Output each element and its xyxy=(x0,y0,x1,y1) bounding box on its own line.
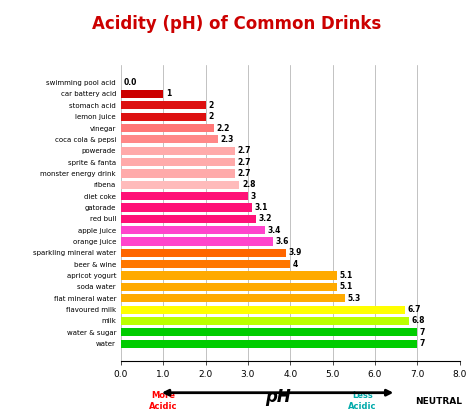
Bar xyxy=(121,317,409,325)
Text: 5.3: 5.3 xyxy=(348,294,361,303)
Text: 3.1: 3.1 xyxy=(255,203,268,212)
Text: 5.1: 5.1 xyxy=(339,271,353,280)
Text: pH: pH xyxy=(265,388,291,406)
Text: 3.6: 3.6 xyxy=(276,237,289,246)
Text: Acidity (pH) of Common Drinks: Acidity (pH) of Common Drinks xyxy=(92,15,382,33)
Bar xyxy=(121,226,265,234)
Text: 2.7: 2.7 xyxy=(238,158,251,167)
Bar xyxy=(121,181,239,189)
Bar xyxy=(121,260,290,268)
Text: 6.7: 6.7 xyxy=(407,305,421,314)
Bar xyxy=(121,169,235,178)
Bar xyxy=(121,192,248,200)
Text: 2.7: 2.7 xyxy=(238,169,251,178)
Text: 4: 4 xyxy=(293,260,298,269)
Bar xyxy=(121,158,235,166)
Text: 2.7: 2.7 xyxy=(238,146,251,155)
Bar xyxy=(121,328,418,336)
Bar xyxy=(121,305,405,314)
Text: 2.8: 2.8 xyxy=(242,180,255,189)
Bar xyxy=(121,215,256,223)
Text: 1: 1 xyxy=(166,89,171,99)
Text: 7: 7 xyxy=(420,339,425,348)
Bar xyxy=(121,340,418,348)
Bar xyxy=(121,113,206,121)
Text: Tooth enamel starts to dissolve at pH less than 5.5: Tooth enamel starts to dissolve at pH le… xyxy=(87,40,387,50)
Text: 3: 3 xyxy=(250,192,256,201)
Text: 2.3: 2.3 xyxy=(221,135,234,144)
Bar xyxy=(121,90,163,98)
Text: NEUTRAL: NEUTRAL xyxy=(415,396,462,406)
Bar xyxy=(121,249,286,257)
Text: 3.9: 3.9 xyxy=(289,248,302,257)
Bar xyxy=(121,203,252,212)
Text: 7: 7 xyxy=(420,328,425,337)
Bar xyxy=(121,237,273,246)
Text: 3.2: 3.2 xyxy=(259,214,273,223)
Text: 3.4: 3.4 xyxy=(267,226,281,235)
Bar xyxy=(121,147,235,155)
Bar xyxy=(121,271,337,280)
Bar xyxy=(121,135,219,144)
Bar xyxy=(121,294,346,302)
Text: 6.8: 6.8 xyxy=(411,316,425,326)
Text: 2: 2 xyxy=(208,101,213,110)
Text: 2.2: 2.2 xyxy=(217,123,230,133)
Text: 0.0: 0.0 xyxy=(123,78,137,87)
Text: 5.1: 5.1 xyxy=(339,282,353,291)
Text: 2: 2 xyxy=(208,112,213,121)
Bar xyxy=(121,124,214,132)
Bar xyxy=(121,101,206,110)
Bar xyxy=(121,283,337,291)
Text: Less
Acidic: Less Acidic xyxy=(348,391,377,411)
Text: More
Acidic: More Acidic xyxy=(149,391,177,411)
